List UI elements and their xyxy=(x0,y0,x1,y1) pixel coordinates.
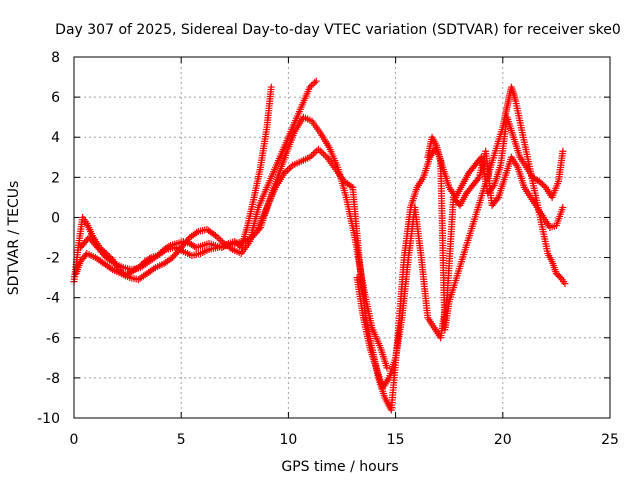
y-tick-label: 2 xyxy=(51,170,60,186)
data-point xyxy=(308,152,316,160)
data-point xyxy=(540,182,548,190)
data-point xyxy=(287,163,295,171)
data-point xyxy=(314,145,322,153)
x-tick-label: 15 xyxy=(387,432,405,448)
data-point xyxy=(212,231,220,239)
series-track-c xyxy=(76,113,391,372)
y-tick-label: -6 xyxy=(46,331,60,347)
data-point xyxy=(474,175,482,183)
y-tick-label: -4 xyxy=(46,291,60,307)
data-point xyxy=(306,83,314,91)
chart-title: Day 307 of 2025, Sidereal Day-to-day VTE… xyxy=(55,22,621,38)
x-tick-label: 25 xyxy=(601,432,619,448)
data-point xyxy=(109,258,117,266)
data-point xyxy=(311,148,319,156)
data-point xyxy=(538,180,546,188)
data-point xyxy=(307,82,315,90)
data-point xyxy=(493,195,501,203)
x-tick-label: 0 xyxy=(70,432,79,448)
y-tick-label: 0 xyxy=(51,210,60,226)
y-tick-label: -10 xyxy=(37,411,60,427)
data-point xyxy=(160,247,168,255)
series-track-f xyxy=(424,83,569,334)
data-point xyxy=(285,165,293,173)
y-tick-label: 4 xyxy=(51,130,60,146)
data-point xyxy=(561,280,569,288)
plot-frame xyxy=(73,56,611,419)
y-tick-labels: 8 6 4 2 0 -2 -4 -6 -8 -10 xyxy=(37,50,60,427)
data-point xyxy=(559,203,567,211)
data-point xyxy=(535,177,543,185)
data-point xyxy=(213,233,221,241)
y-tick-label: 8 xyxy=(51,50,60,66)
data-point xyxy=(282,168,290,176)
data-point xyxy=(107,264,115,272)
data-point xyxy=(383,364,391,372)
data-point xyxy=(312,77,320,85)
data-point xyxy=(309,150,317,158)
data-point xyxy=(150,265,158,273)
y-tick-label: 6 xyxy=(51,90,60,106)
y-tick-label: -8 xyxy=(46,371,60,387)
data-point xyxy=(559,147,567,155)
data-point xyxy=(311,79,319,87)
data-point xyxy=(217,236,225,244)
data-point xyxy=(320,150,328,158)
data-point xyxy=(284,166,292,174)
data-point xyxy=(306,153,314,161)
data-point xyxy=(321,152,329,160)
series-track-b xyxy=(72,77,320,284)
data-point xyxy=(318,148,326,156)
x-tick-labels: 0 5 10 15 20 25 xyxy=(70,432,619,448)
data-point xyxy=(267,83,275,91)
data-point xyxy=(309,80,317,88)
y-axis-label: SDTVAR / TECUs xyxy=(6,181,22,296)
x-tick-label: 5 xyxy=(177,432,186,448)
data-point xyxy=(537,179,545,187)
data-points xyxy=(70,77,569,414)
data-point xyxy=(280,169,288,177)
data-point xyxy=(215,235,223,243)
x-tick-label: 10 xyxy=(279,432,297,448)
x-tick-label: 20 xyxy=(494,432,512,448)
data-point xyxy=(316,147,324,155)
y-tick-label: -2 xyxy=(46,251,60,267)
data-point xyxy=(347,182,355,190)
data-point xyxy=(193,229,201,237)
x-axis-label: GPS time / hours xyxy=(281,459,398,475)
